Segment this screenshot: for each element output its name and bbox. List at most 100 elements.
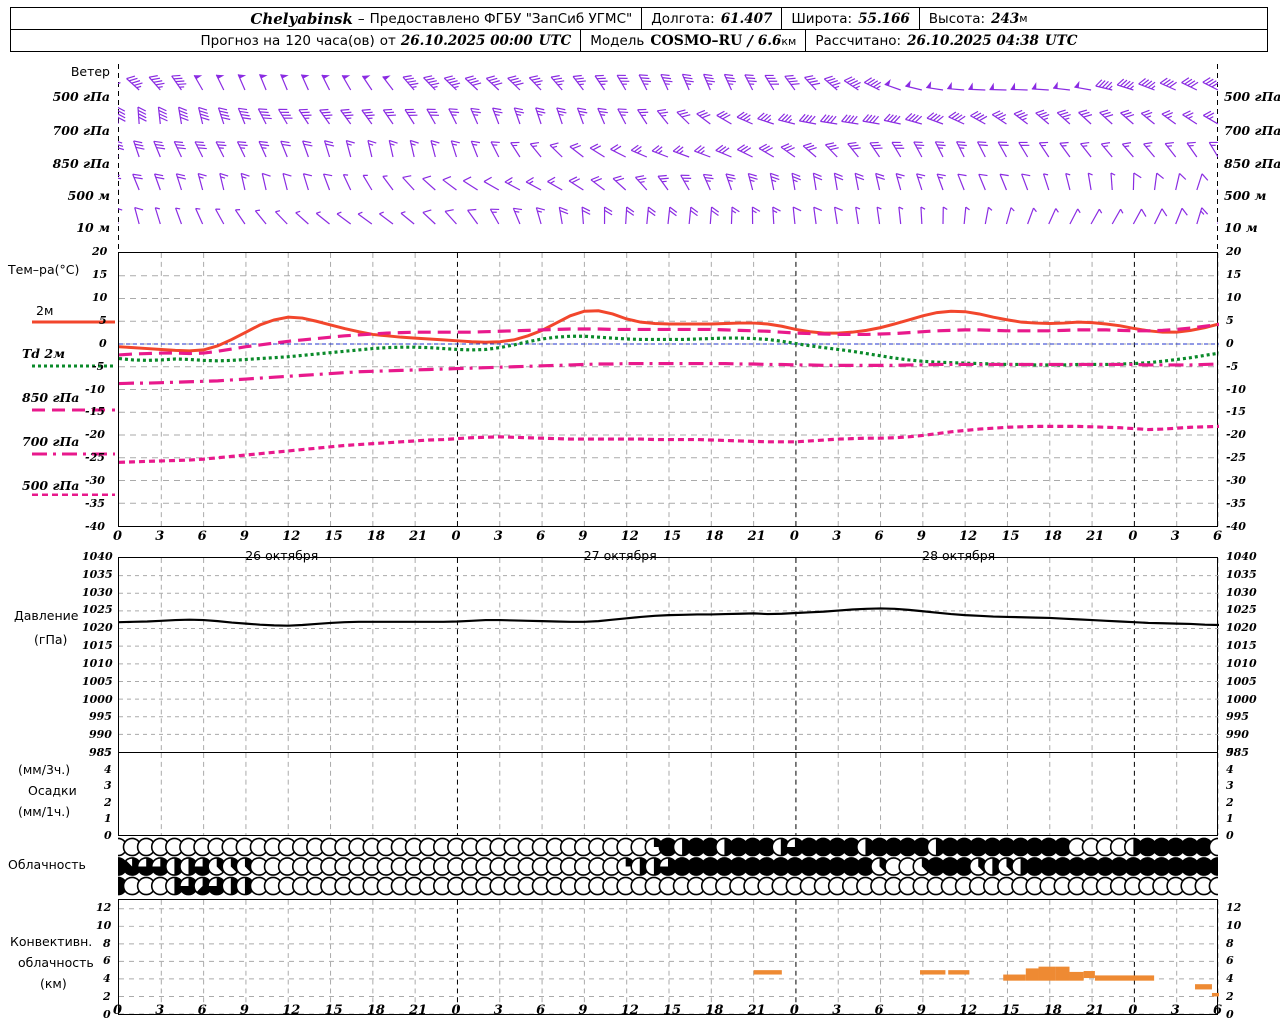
wind-barb [747,172,758,191]
convective-title-line2: облачность [18,955,94,970]
pres-ytick-left-990: 990 [89,728,112,742]
temp-xtick-1: 3 [155,529,165,544]
cloud-symbol [997,837,1016,857]
forecast-utc: UTC [538,33,572,49]
wind-barb [984,206,993,225]
wind-barb [1153,172,1164,191]
pressure-panel-title: Давление [14,608,79,623]
pres-ytick-left-1005: 1005 [82,674,113,688]
wind-barb [236,141,248,158]
wind-barb [547,176,563,191]
conv-xtick-15: 21 [747,1003,766,1018]
wind-barb [295,210,309,225]
precipitation-panel [118,753,1219,836]
temp-xtick-12: 12 [620,529,639,544]
wind-barb [630,144,648,158]
convective-cloud-bar [1055,966,1070,981]
wind-barb [215,141,227,158]
cloud-symbol [940,857,960,876]
wind-barb [275,210,288,225]
wind-barb [989,82,1007,91]
wind-barb [259,74,268,91]
wind-barb [1056,109,1071,125]
wind-barb [667,206,678,225]
prec-ytick-left-4: 4 [104,762,112,776]
wind-barb [345,139,355,158]
wind-barb [656,108,669,125]
wind-barb [970,110,988,125]
wind-barb [1116,78,1135,91]
wind-level-label-right-850hpa: 850 гПа [1224,156,1280,171]
pres-ytick-right-1040: 1040 [1226,550,1257,563]
wind-barb [298,108,312,125]
wind-barb [823,75,841,91]
conv-xtick-13: 15 [663,1003,682,1018]
temperature-panel-title: Тем–ра(°C) [8,262,80,277]
wind-barb [278,108,293,125]
temperature-series-0 [119,309,1219,353]
pres-ytick-left-1025: 1025 [82,603,113,617]
calculated-value: 26.10.2025 04:38 [907,33,1039,49]
wind-barb [133,140,145,158]
wind-barb [968,82,986,91]
wind-barb [1175,207,1188,225]
wind-barb [409,139,419,158]
wind-barb [1196,207,1209,225]
temp-ytick-right--40: -40 [1226,520,1246,533]
cloud-symbol [150,857,170,876]
wind-barb [825,142,839,158]
temp-xtick-2: 6 [197,529,207,544]
temp-xtick-21: 15 [1001,529,1020,544]
wind-barb [137,106,147,125]
wind-barb [804,75,821,91]
wind-barb [1087,172,1093,191]
legend-label-700hpa: 700 гПа [22,434,80,449]
wind-barb [510,141,521,158]
wind-barb [1027,207,1037,225]
wind-barb [589,143,605,158]
model-slash: / [747,32,753,50]
convective-cloud-bar [1195,984,1212,990]
cloud-symbol [940,837,960,857]
cloud-symbol [1208,837,1218,857]
wind-barb [736,111,753,125]
wind-barb [813,206,823,225]
wind-panel [118,64,1218,252]
wind-barb [1099,109,1114,125]
pressure-unit-label: (гПа) [34,632,68,647]
wind-barb [340,108,354,125]
temp-xtick-6: 18 [366,529,385,544]
wind-barb [153,173,165,191]
conv-ytick-left-8: 8 [103,936,111,950]
calculated-utc: UTC [1044,33,1078,49]
cloud-symbol [179,876,198,896]
wind-barb [430,139,440,158]
forecast-segment: Прогноз на 120 часа(ов) от 26.10.2025 00… [192,33,581,49]
cloud-symbol [1011,837,1030,857]
wind-barb [1048,208,1059,225]
conv-xtick-18: 6 [874,1003,884,1018]
wind-barb [302,173,313,191]
pres-ytick-right-985: 985 [1226,746,1249,759]
day-label-2: 28 октября [922,548,996,563]
prec-ytick-left-5: 5 [104,746,112,759]
wind-barb [751,206,761,225]
temp-xtick-17: 3 [832,529,842,544]
conv-xtick-16: 0 [789,1003,799,1018]
wind-barb [869,141,883,158]
prec-ytick-left-0: 0 [104,829,112,842]
wind-barb [772,206,781,225]
pres-ytick-left-1020: 1020 [82,621,113,635]
wind-barb [694,145,711,158]
wind-barb [118,106,126,124]
temp-ytick-right-5: 5 [1226,313,1234,327]
wind-barb [581,206,591,225]
wind-barb [178,106,189,125]
wind-barb [404,108,418,125]
pres-ytick-left-1040: 1040 [82,550,113,563]
wind-barb [423,75,440,91]
wind-barb [450,140,460,158]
wind-barb [676,109,691,125]
cloud-symbol [743,857,763,876]
cloud-symbol [1166,837,1186,857]
